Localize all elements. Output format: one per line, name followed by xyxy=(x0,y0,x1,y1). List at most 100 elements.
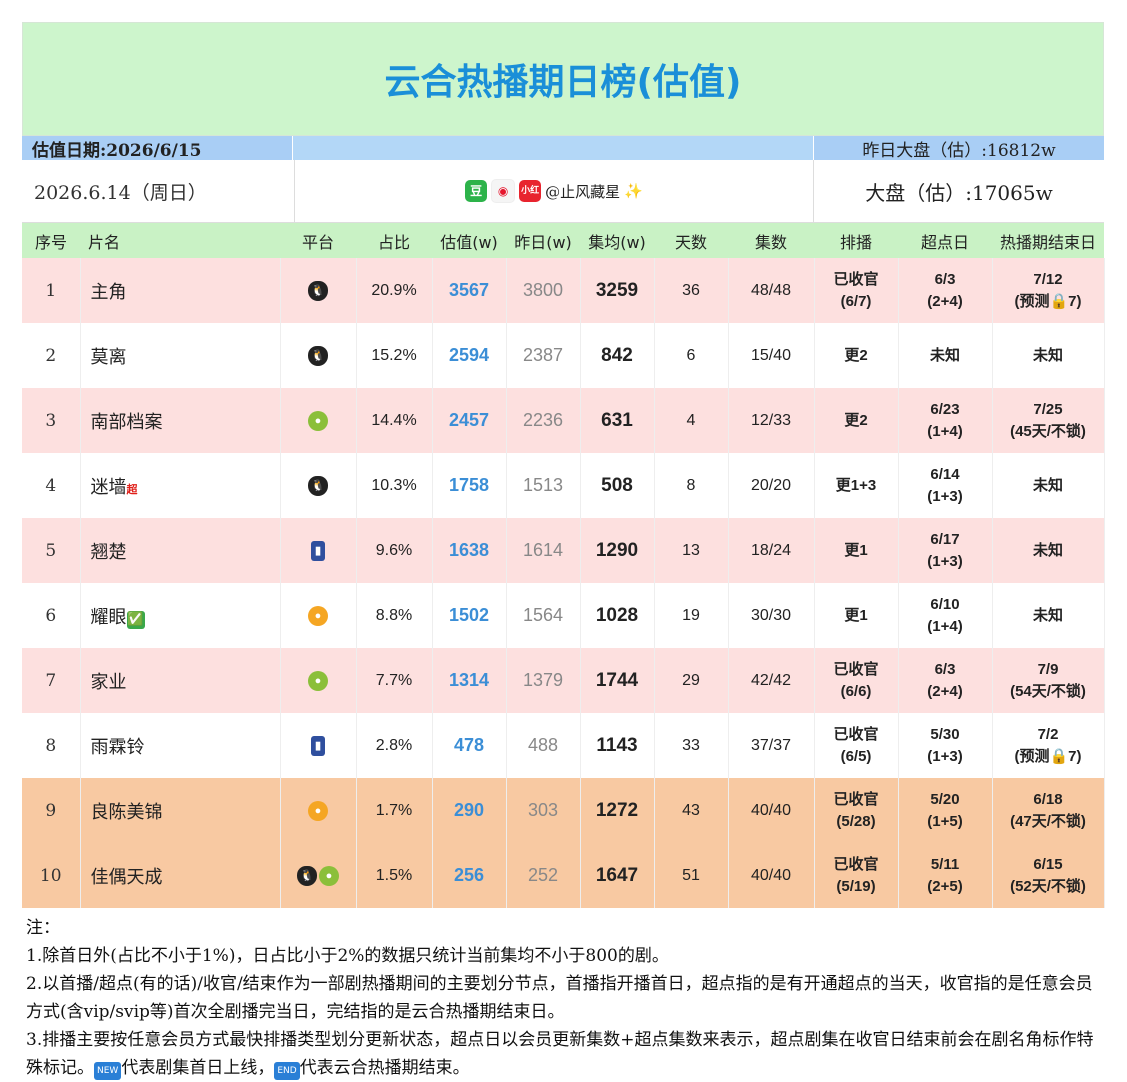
episode-count: 30/30 xyxy=(728,583,815,648)
xiaohongshu-icon: 小红书 xyxy=(519,180,542,218)
end-date: 7/12 (预测🔒7) xyxy=(992,258,1105,323)
episode-count: 15/40 xyxy=(728,323,815,388)
days-value: 36 xyxy=(654,258,729,323)
jeans-icon: ▮ xyxy=(311,735,325,756)
notes-head: 注： xyxy=(26,918,60,938)
platform-cell: 🐧 ● xyxy=(280,843,357,908)
column-header: 片名 xyxy=(88,232,121,252)
table-row: 8 雨霖铃 ▮ 2.8% 478 488 1143 33 37/37 已收官 (6/5) 5/30 … xyxy=(22,713,1105,778)
data-date: 2026.6.14（周日） xyxy=(22,160,295,222)
episode-average: 842 xyxy=(580,323,655,388)
kiwi-icon: ● xyxy=(319,865,339,886)
column-header: 热播期结束日 xyxy=(999,232,1096,252)
yesterday-value: 2236 xyxy=(506,388,581,453)
episode-count: 42/42 xyxy=(728,648,815,713)
market-total: 大盘（估）:17065w xyxy=(813,160,1104,222)
yesterday-value: 1379 xyxy=(506,648,581,713)
schedule-status: 更1 xyxy=(814,583,899,648)
super-date: 6/3 (2+4) xyxy=(898,258,993,323)
end-date: 7/25 (45天/不锁) xyxy=(992,388,1105,453)
table-row: 4 迷墙超 🐧 10.3% 1758 1513 508 8 20/20 更1+3 6/14 (1+3… xyxy=(22,453,1105,518)
new-icon: NEW xyxy=(94,1062,122,1080)
end-date: 7/2 (预测🔒7) xyxy=(992,713,1105,778)
schedule-status: 已收官 (6/5) xyxy=(814,713,899,778)
douban-icon: 豆 xyxy=(465,180,488,202)
share-value: 20.9% xyxy=(356,258,433,323)
show-title: 主角 xyxy=(80,258,281,323)
rank-number: 8 xyxy=(22,713,81,778)
yesterday-value: 2387 xyxy=(506,323,581,388)
super-date: 6/14 (1+3) xyxy=(898,453,993,518)
column-header: 超点日 xyxy=(920,232,969,252)
kiwi-icon: ● xyxy=(308,670,328,691)
ranking-table: 序号 片名 平台 占比 估值(w) 昨日(w) 集均(w) 天数 集数 排播 超点日 热播期结束日 1… xyxy=(22,223,1105,908)
end-date: 6/15 (52天/不锁) xyxy=(992,843,1105,908)
super-date: 5/30 (1+3) xyxy=(898,713,993,778)
rank-number: 2 xyxy=(22,323,81,388)
rank-number: 3 xyxy=(22,388,81,453)
show-title-text: 翘楚 xyxy=(90,541,127,563)
super-date: 6/23 (1+4) xyxy=(898,388,993,453)
show-title: 迷墙超 xyxy=(80,453,281,518)
estimate-value: 478 xyxy=(432,713,507,778)
yesterday-value: 3800 xyxy=(506,258,581,323)
rank-number: 6 xyxy=(22,583,81,648)
super-date: 6/17 (1+3) xyxy=(898,518,993,583)
schedule-status: 更2 xyxy=(814,323,899,388)
author-credit: 豆 ◉ 小红书 @止风藏星 ✨ xyxy=(295,160,813,222)
platform-cell: ● xyxy=(280,648,357,713)
share-value: 7.7% xyxy=(356,648,433,713)
estimate-value: 3567 xyxy=(432,258,507,323)
show-title-text: 主角 xyxy=(90,281,127,303)
show-title-text: 迷墙 xyxy=(90,476,127,498)
platform-cell: ● xyxy=(280,388,357,453)
episode-average: 1744 xyxy=(580,648,655,713)
show-title-text: 耀眼 xyxy=(90,606,127,628)
penguin-icon: 🐧 xyxy=(308,345,328,366)
estimate-value: 1314 xyxy=(432,648,507,713)
platform-cell: 🐧 xyxy=(280,258,357,323)
episode-count: 40/40 xyxy=(728,843,815,908)
notes: 注： 1.除首日外(占比不小于1%)，日占比小于2%的数据只统计当前集均不小于8… xyxy=(22,908,1104,1082)
table-row: 10 佳偶天成 🐧 ● 1.5% 256 252 1647 51 40/40 已收官 (5/19) 5… xyxy=(22,843,1105,908)
rank-number: 7 xyxy=(22,648,81,713)
episode-count: 37/37 xyxy=(728,713,815,778)
days-value: 8 xyxy=(654,453,729,518)
share-value: 15.2% xyxy=(356,323,433,388)
share-value: 8.8% xyxy=(356,583,433,648)
yesterday-value: 252 xyxy=(506,843,581,908)
show-title: 良陈美锦 xyxy=(80,778,281,843)
days-value: 4 xyxy=(654,388,729,453)
table-row: 5 翘楚 ▮ 9.6% 1638 1614 1290 13 18/24 更1 6/17 (1+3) 未… xyxy=(22,518,1105,583)
show-title-text: 南部档案 xyxy=(90,411,163,433)
end-date: 未知 xyxy=(992,518,1105,583)
column-header: 占比 xyxy=(377,232,410,252)
date-row: 估值日期:2026/6/15 昨日大盘（估）:16812w xyxy=(22,136,1104,161)
share-value: 1.7% xyxy=(356,778,433,843)
share-value: 14.4% xyxy=(356,388,433,453)
column-header: 估值(w) xyxy=(440,232,498,252)
end-icon: END xyxy=(274,1062,300,1080)
episode-count: 12/33 xyxy=(728,388,815,453)
show-title: 南部档案 xyxy=(80,388,281,453)
platform-cell: ▮ xyxy=(280,518,357,583)
mango-icon: ● xyxy=(308,800,328,821)
show-title-text: 雨霖铃 xyxy=(90,736,145,758)
super-date: 6/10 (1+4) xyxy=(898,583,993,648)
super-tag: 超 xyxy=(126,482,138,496)
schedule-status: 已收官 (5/19) xyxy=(814,843,899,908)
sparkle-icon: ✨ xyxy=(624,182,643,200)
yesterday-value: 303 xyxy=(506,778,581,843)
days-value: 33 xyxy=(654,713,729,778)
table-row: 9 良陈美锦 ● 1.7% 290 303 1272 43 40/40 已收官 (5/28) 5/2… xyxy=(22,778,1105,843)
schedule-status: 已收官 (5/28) xyxy=(814,778,899,843)
rank-number: 1 xyxy=(22,258,81,323)
table-header: 序号 片名 平台 占比 估值(w) 昨日(w) 集均(w) 天数 集数 排播 超点日 热播期结束日 xyxy=(22,223,1104,258)
column-header: 昨日(w) xyxy=(514,232,572,252)
end-date: 未知 xyxy=(992,453,1105,518)
episode-average: 1028 xyxy=(580,583,655,648)
end-date: 未知 xyxy=(992,583,1105,648)
jeans-icon: ▮ xyxy=(311,540,325,561)
days-value: 19 xyxy=(654,583,729,648)
show-title: 莫离 xyxy=(80,323,281,388)
